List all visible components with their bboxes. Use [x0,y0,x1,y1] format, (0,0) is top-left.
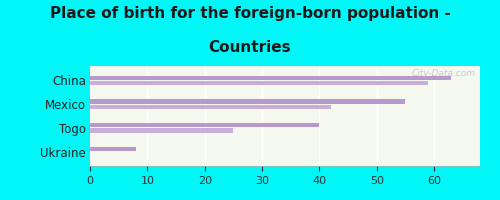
Bar [90,147,136,151]
Bar [90,123,320,127]
Bar [90,81,428,85]
Bar [90,76,452,80]
Bar [90,128,234,133]
Text: City-Data.com: City-Data.com [412,69,476,78]
Bar [90,105,331,109]
Bar [90,99,406,104]
Text: Place of birth for the foreign-born population -: Place of birth for the foreign-born popu… [50,6,450,21]
Text: Countries: Countries [208,40,292,55]
